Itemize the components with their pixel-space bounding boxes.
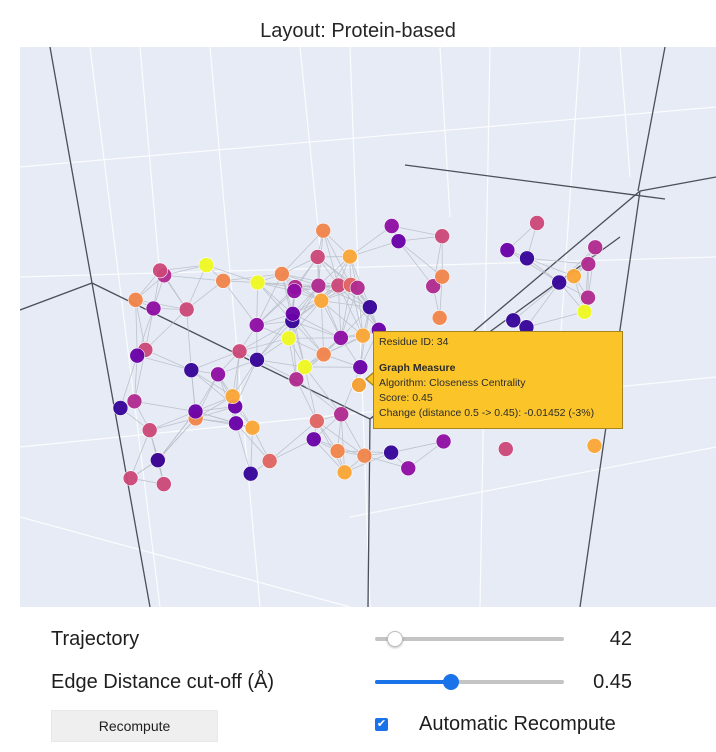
graph-node[interactable] xyxy=(576,303,593,320)
graph-node[interactable] xyxy=(274,266,290,282)
cutoff-slider[interactable] xyxy=(375,674,564,690)
graph-node[interactable] xyxy=(315,346,332,363)
graph-node[interactable] xyxy=(349,280,366,296)
graph-node[interactable] xyxy=(187,403,204,420)
graph-node[interactable] xyxy=(112,400,129,416)
graph-node[interactable] xyxy=(129,347,146,364)
graph-node[interactable] xyxy=(551,274,567,291)
graph-node[interactable] xyxy=(425,278,442,294)
graph-node[interactable] xyxy=(580,289,596,306)
auto-recompute-label: Automatic Recompute xyxy=(419,713,616,735)
graph-node[interactable] xyxy=(198,257,215,273)
graph-node[interactable] xyxy=(261,453,278,469)
trajectory-slider[interactable] xyxy=(375,631,564,647)
tooltip-residue: Residue ID: 34 xyxy=(379,336,449,348)
trajectory-slider-handle[interactable] xyxy=(386,631,403,647)
graph-node[interactable] xyxy=(150,452,166,468)
graph-node[interactable] xyxy=(586,437,603,454)
network-3d-plot[interactable] xyxy=(20,47,716,607)
graph-node[interactable] xyxy=(127,292,144,308)
graph-node[interactable] xyxy=(329,443,346,459)
trajectory-value: 42 xyxy=(609,628,632,650)
graph-node[interactable] xyxy=(313,292,330,309)
graph-node[interactable] xyxy=(333,330,349,346)
graph-node[interactable] xyxy=(210,366,226,383)
graph-node[interactable] xyxy=(499,242,516,258)
graph-node[interactable] xyxy=(356,447,373,464)
cutoff-label: Edge Distance cut-off (Å) xyxy=(51,671,275,693)
graph-node[interactable] xyxy=(248,317,265,333)
graph-node[interactable] xyxy=(362,299,378,315)
graph-node[interactable] xyxy=(355,327,371,344)
graph-node[interactable] xyxy=(249,352,265,368)
graph-node[interactable] xyxy=(336,464,353,481)
graph-node[interactable] xyxy=(297,359,313,375)
auto-recompute-checkbox[interactable]: ✔ xyxy=(375,718,388,731)
scene-axes xyxy=(20,47,716,607)
graph-node[interactable] xyxy=(383,218,400,234)
graph-node[interactable] xyxy=(519,250,535,267)
graph-node[interactable] xyxy=(152,262,168,279)
graph-node[interactable] xyxy=(580,256,597,272)
trajectory-label: Trajectory xyxy=(51,628,140,650)
recompute-button[interactable]: Recompute xyxy=(51,710,218,742)
graph-node[interactable] xyxy=(183,362,200,378)
graph-node[interactable] xyxy=(383,444,399,461)
tooltip-algorithm: Algorithm: Closeness Centrality xyxy=(379,377,526,389)
graph-node[interactable] xyxy=(390,233,407,249)
graph-node[interactable] xyxy=(342,248,358,265)
graph-node[interactable] xyxy=(309,249,326,265)
tooltip-heading: Graph Measure xyxy=(379,362,456,374)
graph-node[interactable] xyxy=(529,215,545,231)
graph-node[interactable] xyxy=(126,393,143,410)
graph-node[interactable] xyxy=(178,301,195,318)
graph-node[interactable] xyxy=(288,371,305,388)
graph-node[interactable] xyxy=(400,460,417,477)
plot-title: Layout: Protein-based xyxy=(260,20,456,42)
graph-node[interactable] xyxy=(224,388,241,405)
graph-node[interactable] xyxy=(505,312,522,329)
graph-node[interactable] xyxy=(315,222,331,239)
graph-node[interactable] xyxy=(231,343,248,360)
cutoff-slider-handle[interactable] xyxy=(442,674,459,690)
graph-nodes[interactable] xyxy=(112,215,604,492)
graph-node[interactable] xyxy=(435,433,452,450)
graph-node[interactable] xyxy=(333,406,349,423)
graph-node[interactable] xyxy=(434,268,451,285)
graph-node[interactable] xyxy=(587,239,604,256)
cutoff-slider-fill xyxy=(375,680,451,684)
graph-node[interactable] xyxy=(566,268,582,284)
graph-node[interactable] xyxy=(352,359,369,375)
graph-node[interactable] xyxy=(309,413,325,429)
graph-node[interactable] xyxy=(122,470,139,486)
graph-node[interactable] xyxy=(310,277,327,294)
graph-node[interactable] xyxy=(242,465,259,482)
scene-grid xyxy=(20,47,716,607)
tooltip-pointer-fill xyxy=(367,373,374,385)
network-graph-canvas[interactable] xyxy=(20,47,716,607)
graph-node[interactable] xyxy=(285,305,301,322)
graph-node[interactable] xyxy=(431,310,448,326)
graph-node[interactable] xyxy=(305,431,322,448)
tooltip-change: Change (distance 0.5 -> 0.45): -0.01452 … xyxy=(379,407,595,419)
graph-node[interactable] xyxy=(434,228,450,244)
graph-node[interactable] xyxy=(244,419,261,436)
graph-node[interactable] xyxy=(280,330,297,347)
graph-node[interactable] xyxy=(156,476,172,492)
cutoff-value: 0.45 xyxy=(593,671,632,693)
graph-node[interactable] xyxy=(286,283,303,299)
graph-node[interactable] xyxy=(249,274,266,291)
graph-node[interactable] xyxy=(215,273,231,289)
graph-node[interactable] xyxy=(228,415,244,432)
graph-node[interactable] xyxy=(141,422,158,438)
graph-node[interactable] xyxy=(497,441,514,457)
node-hover-tooltip: Residue ID: 34 Graph Measure Algorithm: … xyxy=(373,331,623,429)
tooltip-score: Score: 0.45 xyxy=(379,392,433,404)
graph-node[interactable] xyxy=(145,300,162,317)
